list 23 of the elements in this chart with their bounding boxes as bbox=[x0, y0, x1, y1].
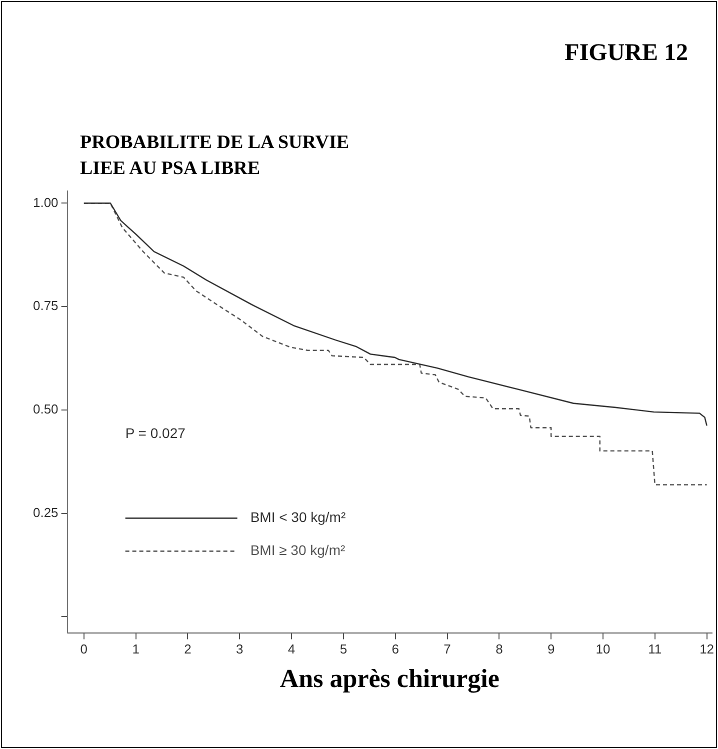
text: BMI < 30 kg/m² bbox=[250, 509, 346, 526]
x-tick-label: 9 bbox=[547, 642, 555, 657]
x-tick-label: 5 bbox=[340, 642, 348, 657]
y-tick-label: 0.50 bbox=[32, 402, 58, 417]
x-axis-title: Ans après chirurgie bbox=[280, 664, 500, 694]
y-tick-label: 0.25 bbox=[32, 504, 58, 520]
y-tick-label: 0.75 bbox=[32, 298, 58, 314]
x-tick-label: 10 bbox=[596, 642, 610, 657]
y-tick-label: 1.00 bbox=[32, 194, 58, 210]
x-tick-label: 7 bbox=[444, 642, 451, 657]
x-tick-label: 12 bbox=[700, 642, 714, 657]
x-tick-label: 11 bbox=[648, 642, 662, 657]
x-tick-label: 2 bbox=[184, 642, 192, 657]
annotation: P = 0.027 bbox=[125, 424, 186, 441]
x-tick-label: 8 bbox=[496, 642, 503, 657]
x-tick-label: 0 bbox=[80, 642, 88, 657]
x-tick-label: 6 bbox=[392, 642, 399, 657]
x-tick-label: 3 bbox=[236, 642, 244, 657]
x-tick-label: 4 bbox=[288, 642, 296, 657]
chart-title: FIGURE 12 bbox=[564, 40, 688, 67]
text: BMI ≥ 30 kg/m² bbox=[250, 542, 346, 558]
y-axis-title: PROBABILITE DE LA SURVIE LIEE AU PSA LIBRE bbox=[80, 131, 350, 181]
x-tick-label: 1 bbox=[132, 642, 140, 657]
